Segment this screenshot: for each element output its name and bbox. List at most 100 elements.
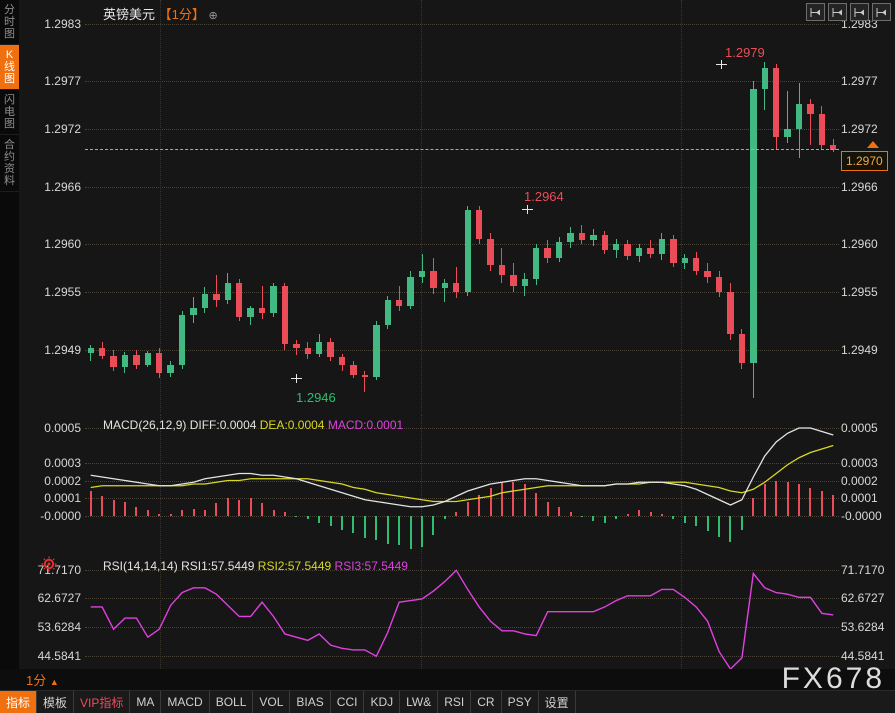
macd-histogram-bar [432, 515, 435, 535]
axis-label-y: 1.2977 [44, 74, 81, 89]
candlestick [784, 0, 791, 412]
extreme-marker-icon [716, 60, 727, 69]
macd-histogram-bar [478, 494, 481, 516]
gridline-vertical [680, 556, 682, 669]
candlestick [247, 0, 254, 412]
price-panel[interactable]: 1.2983 1.2983 1.2977 1.2977 1.2972 1.2972 1.29… [19, 0, 895, 412]
rsi-title: RSI(14,14,14) [103, 559, 178, 573]
macd-diff-line [90, 427, 834, 508]
axis-label-y: 44.5841 [841, 648, 885, 663]
candlestick [453, 0, 460, 412]
candlestick [692, 0, 700, 412]
toolbar-indicator[interactable]: 指标 [0, 691, 38, 713]
axis-label-y: 1.2983 [44, 16, 81, 31]
toolbar-macd[interactable]: MACD [161, 691, 210, 713]
candlestick [544, 0, 551, 412]
candlestick [373, 0, 380, 412]
macd-histogram-bar [203, 510, 206, 516]
period-selector-label: 1分 [26, 673, 47, 688]
macd-histogram-bar [455, 512, 458, 516]
macd-histogram-bar [238, 499, 241, 516]
macd-histogram-bar [580, 515, 583, 518]
macd-histogram-bar [386, 515, 389, 544]
candlestick [133, 0, 140, 412]
macd-histogram-bar [352, 515, 355, 533]
axis-label-y: 53.6284 [841, 620, 885, 635]
period-label: 【1分】 [158, 7, 205, 22]
toolbar-psy[interactable]: PSY [502, 691, 539, 713]
toolbar-rsi[interactable]: RSI [438, 691, 472, 713]
price-annotation: 1.2964 [524, 189, 564, 204]
candlestick [635, 0, 643, 412]
axis-reset-tool-icon[interactable] [872, 3, 891, 21]
toolbar-template[interactable]: 模板 [37, 691, 75, 713]
candlestick [167, 0, 174, 412]
toolbar-boll[interactable]: BOLL [210, 691, 254, 713]
sidebar-item-timeshare[interactable]: 分时图 [0, 0, 19, 45]
sidebar-item-contract-info[interactable]: 合约资料 [0, 135, 19, 192]
toolbar-cr[interactable]: CR [471, 691, 502, 713]
macd-histogram-bar [409, 515, 412, 549]
settings-gear-icon[interactable]: ⊕ [208, 10, 218, 22]
sidebar-item-lightning[interactable]: 闪电图 [0, 90, 19, 135]
macd-histogram-bar [820, 491, 823, 516]
toolbar-ma[interactable]: MA [130, 691, 162, 713]
candlestick [578, 0, 586, 412]
gridline-horizontal [85, 627, 839, 629]
candlestick [772, 0, 780, 412]
macd-histogram-bar [626, 513, 629, 516]
candlestick [430, 0, 437, 412]
price-marker-triangle-icon [867, 140, 879, 148]
toolbar-cci[interactable]: CCI [331, 691, 365, 713]
macd-dea-line [90, 444, 834, 503]
macd-plot-area[interactable] [85, 414, 839, 554]
macd-histogram-bar [295, 515, 298, 518]
alert-indicator-icon[interactable] [41, 556, 57, 572]
rsi-panel[interactable]: 71.7170 71.7170 62.6727 62.6727 53.6284 53.62… [19, 556, 895, 669]
axis-label-y: 71.7170 [841, 562, 885, 577]
gridline-vertical [160, 414, 162, 554]
axis-label-y: -0.0000 [40, 508, 81, 523]
axis-shift-tool-icon[interactable] [850, 3, 869, 21]
candlestick [281, 0, 289, 412]
toolbar-lwr[interactable]: LW& [400, 691, 439, 713]
macd-histogram-bar [135, 506, 138, 516]
macd-histogram-bar [215, 503, 218, 516]
toolbar-settings[interactable]: 设置 [539, 691, 576, 713]
toolbar-vip-indicator[interactable]: VIP指标 [74, 691, 131, 713]
period-arrow-icon: ▲ [49, 677, 59, 687]
macd-histogram-bar [638, 510, 641, 516]
candlestick [190, 0, 197, 412]
candlestick [338, 0, 346, 412]
macd-histogram-bar [181, 510, 184, 516]
candlestick [121, 0, 129, 412]
macd-histogram-bar [112, 499, 115, 516]
current-price-tag[interactable]: 1.2970 [841, 150, 888, 171]
candlestick [818, 0, 826, 412]
macd-panel[interactable]: 0.0005 0.0005 0.0003 0.0003 0.0002 0.0002 0.00… [19, 414, 895, 554]
gridline-horizontal [85, 186, 839, 188]
axis-label-y: 1.2960 [841, 237, 878, 252]
candlestick [464, 0, 471, 412]
axis-scale-tool-icon[interactable] [828, 3, 847, 21]
toolbar-kdj[interactable]: KDJ [364, 691, 401, 713]
toolbar-vol[interactable]: VOL [253, 691, 291, 713]
axis-label-y: 44.5841 [37, 648, 81, 663]
gridline-horizontal [85, 81, 839, 83]
axis-label-y: 1.2949 [44, 342, 81, 357]
macd-histogram-bar [695, 515, 698, 526]
macd-histogram-bar [192, 508, 195, 516]
crosshair-tool-icon[interactable] [806, 3, 825, 21]
period-selector[interactable]: 1分 ▲ [26, 670, 59, 689]
candlestick [567, 0, 574, 412]
candlestick [327, 0, 334, 412]
axis-label-y: 0.0005 [44, 421, 81, 435]
macd-histogram-bar [809, 487, 812, 516]
candlestick [407, 0, 414, 412]
candlestick [156, 0, 163, 412]
macd-histogram-bar [706, 515, 709, 532]
toolbar-bias[interactable]: BIAS [290, 691, 331, 713]
chart-title: 英镑美元 【1分】 ⊕ [103, 4, 218, 23]
